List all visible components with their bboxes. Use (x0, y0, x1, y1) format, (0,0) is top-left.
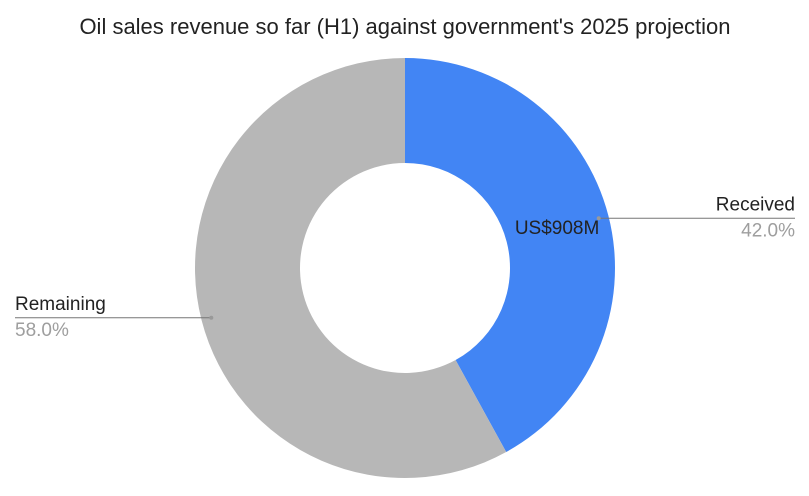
donut-slice (195, 58, 507, 478)
leader-dot (596, 216, 601, 221)
leader-dot (209, 315, 214, 320)
legend-label: Remaining (15, 294, 106, 315)
value-label: 42.0% (741, 220, 795, 241)
legend-label: Received (716, 194, 795, 215)
value-label: 58.0% (15, 320, 69, 341)
donut-slice (405, 58, 616, 453)
annotation: US$908M (515, 218, 600, 239)
chart-title: Oil sales revenue so far (H1) against go… (79, 14, 730, 39)
